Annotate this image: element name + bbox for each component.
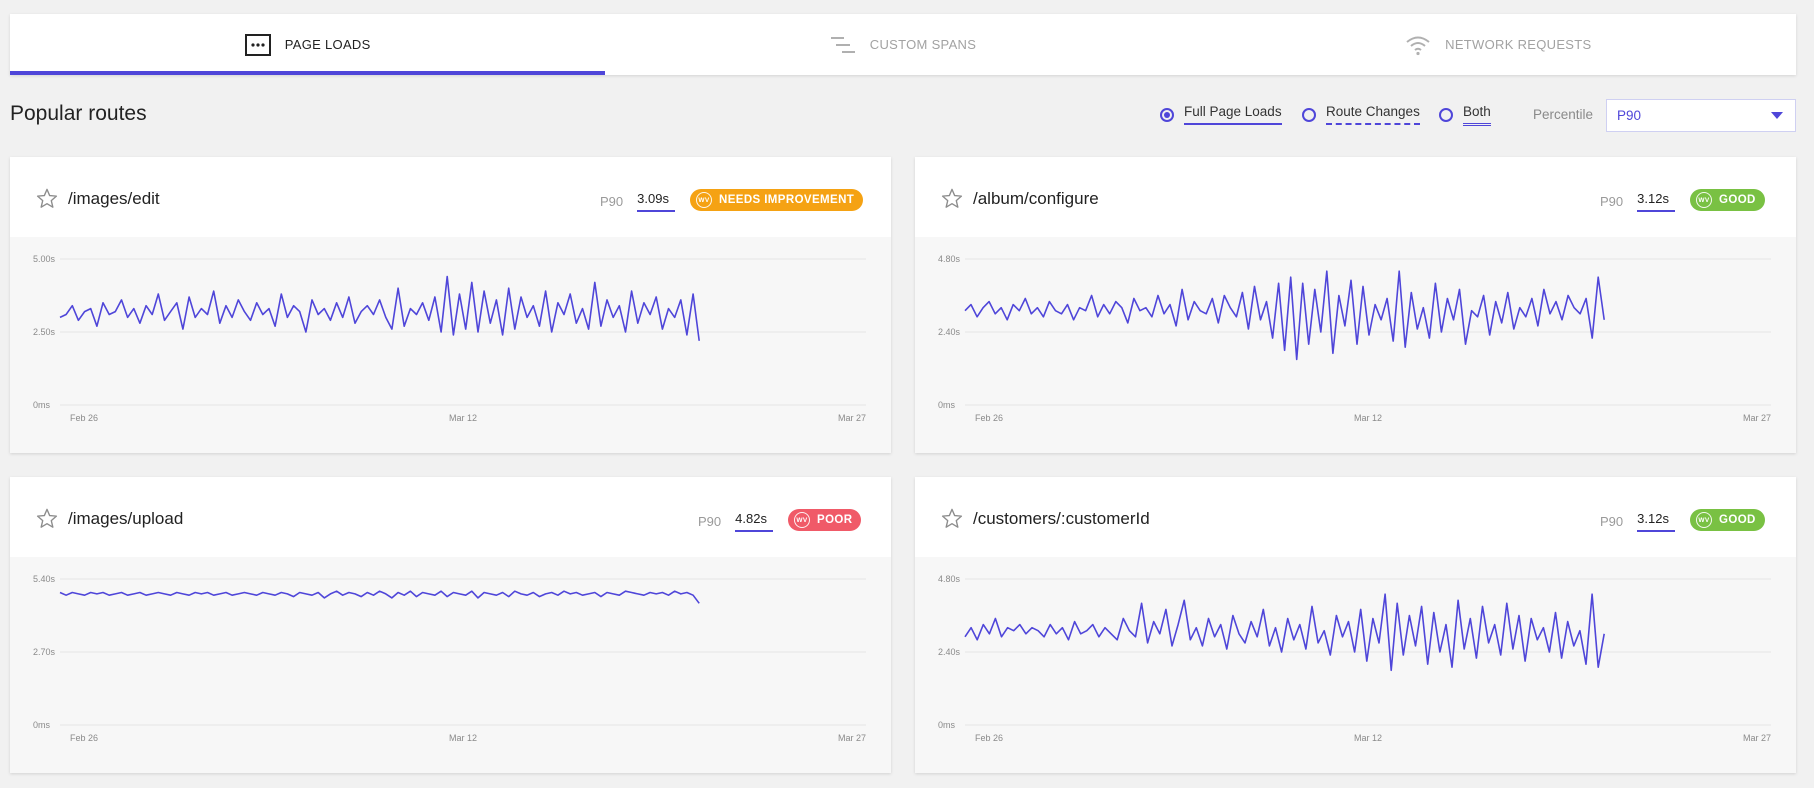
card-header: /images/edit P90 3.09s WV NEEDS IMPROVEM…	[10, 157, 891, 237]
percentile-select[interactable]: P90	[1606, 99, 1796, 132]
web-vitals-icon: WV	[1696, 192, 1712, 208]
x-tick-label: Mar 12	[1354, 413, 1382, 423]
route-link[interactable]: /customers/:customerId	[973, 509, 1150, 528]
series-line	[59, 275, 700, 341]
radio-label: Route Changes	[1326, 104, 1420, 125]
radio-both[interactable]: Both	[1439, 104, 1491, 126]
x-tick-label: Mar 12	[449, 413, 477, 423]
y-tick-label: 2.40s	[938, 647, 961, 657]
tab-network-requests[interactable]: NETWORK REQUESTS	[1201, 14, 1796, 75]
x-tick-label: Mar 27	[1743, 413, 1771, 423]
y-tick-label: 0ms	[938, 720, 956, 730]
y-tick-label: 0ms	[938, 400, 956, 410]
metric: P90 4.82s	[698, 511, 774, 532]
route-card: /customers/:customerId P90 3.12s WV GOOD…	[915, 477, 1796, 773]
status-badge: WV POOR	[788, 509, 862, 531]
percentile-tag: P90	[1600, 194, 1624, 209]
route-card: /album/configure P90 3.12s WV GOOD 0ms 2.…	[915, 157, 1796, 453]
route-link[interactable]: /images/upload	[68, 509, 184, 528]
web-vitals-icon: WV	[696, 192, 712, 208]
y-tick-label: 5.00s	[33, 254, 56, 264]
route-card: /images/edit P90 3.09s WV NEEDS IMPROVEM…	[10, 157, 891, 453]
radio-unchecked-icon	[1439, 108, 1453, 122]
star-icon[interactable]	[941, 188, 963, 214]
radio-route-changes[interactable]: Route Changes	[1302, 104, 1420, 125]
series-line	[59, 590, 700, 604]
percentile-tag: P90	[698, 514, 722, 529]
star-icon[interactable]	[36, 188, 58, 214]
y-tick-label: 2.50s	[33, 327, 56, 337]
wifi-icon	[1405, 34, 1431, 56]
status-badge: WV GOOD	[1690, 189, 1765, 211]
chevron-down-icon	[1771, 112, 1783, 119]
radio-label: Full Page Loads	[1184, 104, 1282, 125]
x-tick-label: Mar 12	[449, 733, 477, 743]
card-header: /album/configure P90 3.12s WV GOOD	[915, 157, 1796, 237]
series-line	[964, 270, 1605, 361]
web-vitals-icon: WV	[1696, 512, 1712, 528]
metric-value[interactable]: 3.12s	[1637, 191, 1676, 212]
line-chart: 0ms 2.40s 4.80s Feb 26 Mar 12 Mar 27	[938, 254, 1771, 423]
y-tick-label: 0ms	[33, 400, 51, 410]
y-tick-label: 0ms	[33, 720, 51, 730]
x-tick-label: Mar 27	[838, 413, 866, 423]
radio-unchecked-icon	[1302, 107, 1316, 122]
y-tick-label: 5.40s	[33, 574, 56, 584]
route-link[interactable]: /album/configure	[973, 189, 1099, 208]
tab-page-loads[interactable]: PAGE LOADS	[10, 14, 606, 75]
x-tick-label: Feb 26	[70, 733, 98, 743]
status-label: NEEDS IMPROVEMENT	[719, 194, 855, 206]
percentile-label: Percentile	[1533, 107, 1594, 122]
y-tick-label: 4.80s	[938, 574, 961, 584]
route-link[interactable]: /images/edit	[68, 189, 160, 208]
card-header: /customers/:customerId P90 3.12s WV GOOD	[915, 477, 1796, 557]
x-tick-label: Mar 27	[838, 733, 866, 743]
x-tick-label: Mar 27	[1743, 733, 1771, 743]
ellipsis-box-icon	[244, 33, 271, 56]
y-tick-label: 2.70s	[33, 647, 56, 657]
metric-value[interactable]: 3.12s	[1637, 511, 1676, 532]
y-tick-label: 4.80s	[938, 254, 961, 264]
web-vitals-icon: WV	[794, 512, 810, 528]
tab-label: PAGE LOADS	[284, 37, 371, 52]
card-header: /images/upload P90 4.82s WV POOR	[10, 477, 891, 557]
tab-custom-spans[interactable]: CUSTOM SPANS	[605, 14, 1200, 75]
radio-label: Both	[1463, 104, 1491, 126]
line-chart: 0ms 2.70s 5.40s Feb 26 Mar 12 Mar 27	[33, 574, 866, 743]
status-badge: WV NEEDS IMPROVEMENT	[690, 189, 864, 211]
metric-value[interactable]: 3.09s	[637, 191, 676, 212]
status-badge: WV GOOD	[1690, 509, 1765, 531]
line-chart: 0ms 2.40s 4.80s Feb 26 Mar 12 Mar 27	[938, 574, 1771, 743]
metric: P90 3.09s	[600, 191, 676, 212]
x-tick-label: Feb 26	[70, 413, 98, 423]
metric-value[interactable]: 4.82s	[735, 511, 774, 532]
radio-checked-icon	[1160, 107, 1174, 122]
metric: P90 3.12s	[1600, 191, 1676, 212]
x-tick-label: Mar 12	[1354, 733, 1382, 743]
status-label: GOOD	[1719, 194, 1756, 206]
status-label: POOR	[817, 514, 853, 526]
x-tick-label: Feb 26	[975, 413, 1003, 423]
percentile-tag: P90	[600, 194, 624, 209]
x-tick-label: Feb 26	[975, 733, 1003, 743]
star-icon[interactable]	[941, 508, 963, 534]
percentile-value: P90	[1617, 108, 1642, 123]
series-line	[964, 593, 1605, 672]
percentile-tag: P90	[1600, 514, 1624, 529]
line-chart: 0ms 2.50s 5.00s Feb 26 Mar 12 Mar 27	[33, 254, 866, 423]
view-tabs: PAGE LOADS CUSTOM SPANS NETWORK REQUESTS	[10, 14, 1796, 75]
status-label: GOOD	[1719, 514, 1756, 526]
tab-label: CUSTOM SPANS	[869, 37, 977, 52]
star-icon[interactable]	[36, 508, 58, 534]
page-title: Popular routes	[10, 102, 147, 125]
tab-label: NETWORK REQUESTS	[1445, 37, 1592, 52]
metric: P90 3.12s	[1600, 511, 1676, 532]
y-tick-label: 2.40s	[938, 327, 961, 337]
radio-full-page-loads[interactable]: Full Page Loads	[1160, 104, 1282, 125]
route-card: /images/upload P90 4.82s WV POOR 0ms 2.70…	[10, 477, 891, 773]
spans-lines-icon	[830, 35, 856, 55]
